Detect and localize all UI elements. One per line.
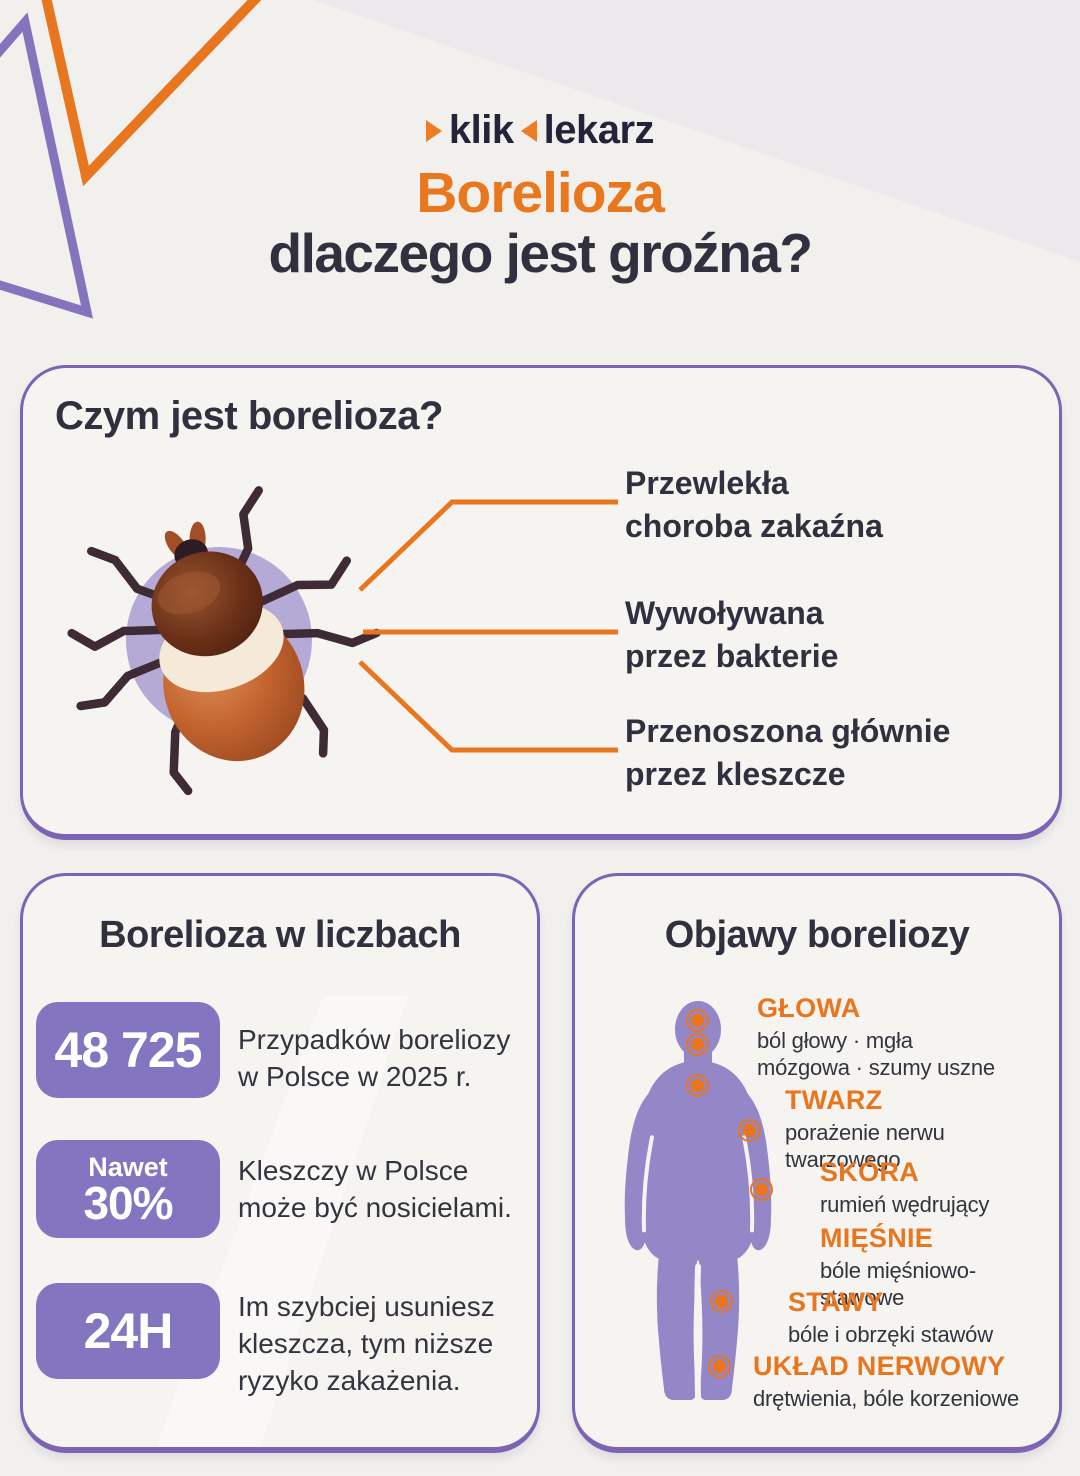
logo-text-klik: klik — [448, 108, 514, 152]
stat-line: Przypadków boreliozy — [238, 1024, 511, 1055]
callout-lines — [358, 499, 618, 753]
fact-line: przez kleszcze — [625, 756, 846, 792]
section-numbers: Borelioza w liczbach 48 725 Przypadków b… — [20, 873, 540, 1453]
symptom-desc: bóle i obrzęki stawów — [788, 1322, 993, 1347]
symptom-dot-wrist — [750, 1178, 773, 1201]
stat-line: Kleszczy w Polsce — [238, 1155, 469, 1186]
symptom-label: UKŁAD NERWOWY — [753, 1351, 1006, 1381]
symptom-item-face: TWARZ porażenie nerwu twarzowego — [785, 1084, 1059, 1173]
badge-top-label: Nawet — [88, 1151, 168, 1182]
symptom-desc: ból głowy · mgła — [757, 1028, 913, 1053]
fact-line: Przenoszona głównie — [625, 713, 951, 749]
symptom-label: SKÓRA — [820, 1157, 920, 1187]
symptom-item-head: GŁOWA ból głowy · mgła mózgowa · szumy u… — [757, 992, 995, 1081]
badge-value: 30% — [83, 1176, 173, 1229]
badge-value: 48 725 — [54, 1022, 203, 1078]
symptom-item-nervous-system: UKŁAD NERWOWY drętwienia, bóle korzeniow… — [753, 1350, 1019, 1412]
symptom-desc: bóle mięśniowo-stawowe — [820, 1258, 976, 1310]
symptom-label: GŁOWA — [757, 993, 861, 1023]
fact-line: Wywoływana — [625, 595, 824, 631]
symptom-label: MIĘŚNIE — [820, 1223, 934, 1253]
symptom-label: TWARZ — [785, 1085, 883, 1115]
fact-chronic-disease: Przewlekła choroba zakaźna — [625, 462, 883, 548]
fact-line: Przewlekła — [625, 465, 789, 501]
numbers-heading: Borelioza w liczbach — [99, 914, 461, 956]
symptom-dot-arm — [738, 1119, 761, 1142]
stat-line: może być nosicielami. — [238, 1192, 512, 1223]
zigzag-decoration-icon — [0, 0, 262, 319]
stat-text-carriers: Kleszczy w Polsce może być nosicielami. — [238, 1152, 512, 1226]
symptom-desc: drętwienia, bóle korzeniowe — [753, 1386, 1020, 1411]
logo: klik lekarz — [0, 108, 1080, 153]
fact-transmitted-by-ticks: Przenoszona głównie przez kleszcze — [625, 710, 950, 796]
symptom-label: STAWY — [788, 1287, 884, 1317]
page-title-line2: dlaczego jest groźna? — [268, 222, 813, 284]
fact-line: przez bakterie — [625, 638, 839, 674]
stat-badge-cases: 48 725 — [36, 1002, 220, 1098]
symptom-desc: mózgowa · szumy uszne — [757, 1055, 995, 1080]
logo-arrow-right-icon — [425, 119, 442, 142]
section-symptoms: Objawy boreliozy GŁOWA — [572, 873, 1062, 1453]
stat-line: Im szybciej usuniesz — [238, 1291, 495, 1322]
stat-badge-24h: 24H — [36, 1283, 220, 1379]
symptom-item-skin: SKÓRA rumień wędrujący — [820, 1156, 989, 1218]
symptom-dot-ankle — [708, 1355, 731, 1378]
symptom-desc: porażenie nerwu twarzowego — [785, 1120, 945, 1172]
logo-text-lekarz: lekarz — [543, 108, 655, 152]
symptom-dot-neck — [686, 1074, 709, 1097]
stat-text-cases: Przypadków boreliozy w Polsce w 2025 r. — [238, 1021, 510, 1095]
symptoms-heading: Objawy boreliozy — [664, 914, 970, 956]
tick-illustration — [67, 486, 381, 796]
fact-line: choroba zakaźna — [625, 508, 883, 544]
stat-text-24h: Im szybciej usuniesz kleszcza, tym niższ… — [238, 1288, 495, 1399]
fact-caused-by-bacteria: Wywoływana przez bakterie — [625, 592, 838, 678]
symptom-dot-knee — [710, 1290, 733, 1313]
symptom-item-joints: STAWY bóle i obrzęki stawów — [788, 1286, 993, 1348]
badge-value: 24H — [83, 1303, 174, 1359]
tick-body — [151, 521, 305, 762]
stat-line: ryzyko zakażenia. — [238, 1365, 461, 1396]
stat-badge-carriers: Nawet 30% — [36, 1140, 220, 1238]
about-heading: Czym jest borelioza? — [55, 394, 443, 438]
symptom-item-muscles: MIĘŚNIE bóle mięśniowo-stawowe — [820, 1222, 1059, 1311]
stat-line: w Polsce w 2025 r. — [238, 1061, 472, 1092]
symptom-dot-head-1 — [686, 1009, 709, 1032]
page-title-line1: Borelioza — [416, 161, 665, 225]
logo-arrow-left-icon — [520, 119, 537, 142]
stat-line: kleszcza, tym niższe — [238, 1328, 494, 1359]
symptom-dot-head-2 — [686, 1033, 709, 1056]
section-about: Czym jest borelioza? — [20, 365, 1062, 840]
symptom-desc: rumień wędrujący — [820, 1192, 990, 1217]
body-silhouette — [624, 1000, 772, 1400]
